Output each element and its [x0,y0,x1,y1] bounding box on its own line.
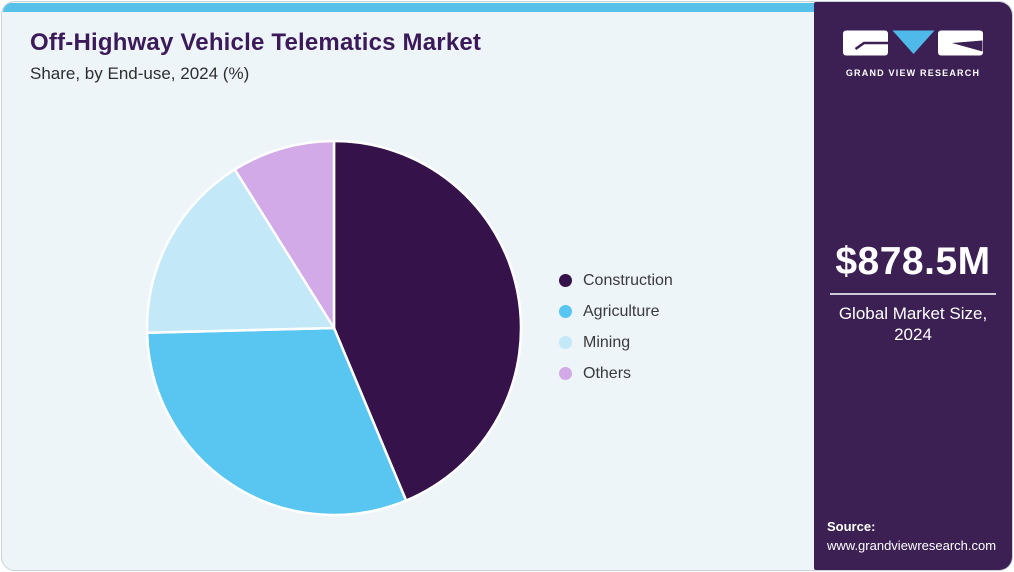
pie-chart [145,139,523,517]
source-block: Source: www.grandviewresearch.com [827,519,1004,553]
logo-letter-g-stroke [854,41,888,51]
legend-item-mining: Mining [559,327,673,358]
brand-name: GRAND VIEW RESEARCH [845,68,981,78]
pie-slice-agriculture [145,326,408,517]
source-label: Source: [827,519,876,534]
legend-label-others: Others [583,364,632,382]
legend-label-mining: Mining [583,333,631,351]
legend-item-others: Others [559,358,673,389]
logo-letter-v [892,30,935,54]
brand-sidebar: GRAND VIEW RESEARCH $878.5M Global Marke… [814,2,1012,570]
market-size-label: Global Market Size, 2024 [838,304,988,344]
legend-swatch-agriculture [559,305,572,318]
legend-swatch-others [559,367,572,380]
source-url: www.grandviewresearch.com [827,538,997,553]
legend-label-construction: Construction [583,271,673,289]
top-accent-bar [3,3,816,12]
metric-divider [830,293,996,295]
pie-slice-mining [145,168,336,334]
chart-header: Off-Highway Vehicle Telematics Market Sh… [30,29,481,84]
market-size-value: $878.5M [835,240,991,283]
page-title: Off-Highway Vehicle Telematics Market [30,29,482,56]
logo-letter-r-notch [952,40,983,52]
legend-label-agriculture: Agriculture [583,302,660,320]
legend-item-construction: Construction [559,265,673,296]
gvr-logo: GRAND VIEW RESEARCH [814,30,1012,78]
chart-legend: Construction Agriculture Mining Others [559,265,673,389]
pie-slice-construction [332,139,523,502]
chart-subtitle: Share, by End-use, 2024 (%) [30,64,250,83]
gvr-logo-mark [843,30,983,56]
pie-slice-others [233,139,336,330]
legend-item-agriculture: Agriculture [559,296,673,327]
legend-swatch-construction [559,274,572,287]
market-size-block: $878.5M Global Market Size, 2024 [814,240,1012,345]
legend-swatch-mining [559,336,572,349]
